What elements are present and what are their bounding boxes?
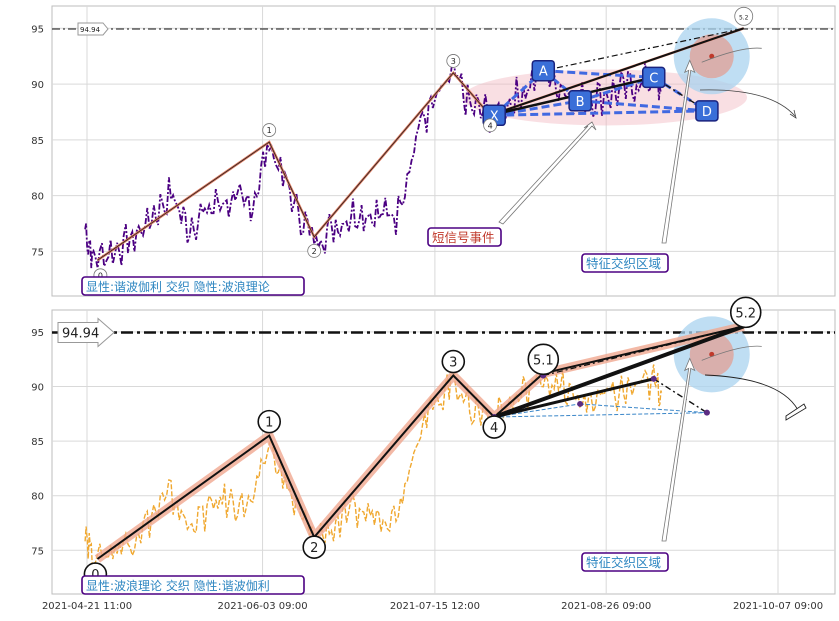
bottom-wave-label: 5.2 (735, 306, 756, 321)
top-wave-label: 4 (488, 121, 493, 130)
top-harmonic-label: C (649, 71, 658, 86)
bottom-wave-extension-line (543, 325, 744, 377)
top-wave-label-circle (483, 118, 498, 133)
top-harmonic-label: X (490, 109, 499, 124)
bottom-zone-curve (701, 345, 762, 361)
bottom-harmonic-point (703, 409, 710, 416)
top-annotation-box (427, 227, 502, 247)
top-wave-label: 0 (98, 271, 103, 280)
top-harmonic-label: B (576, 95, 585, 110)
top-y-tick-label: 85 (31, 136, 44, 147)
bottom-annotation-text: 特征交织区域 (586, 555, 661, 570)
top-legend-text: 显性:谐波伽利 交织 隐性:波浪理论 (86, 279, 270, 294)
bottom-wave-label: 5.1 (533, 353, 554, 368)
top-wave-label: 3 (451, 57, 456, 66)
top-harmonic-marker (695, 100, 719, 122)
bottom-y-tick-label: 80 (31, 492, 44, 503)
top-harmonic-label: D (702, 105, 712, 120)
top-outlook-curve (699, 89, 796, 117)
bottom-wave-label-circle (482, 415, 507, 439)
top-reference-tag (77, 22, 109, 36)
top-wave-label-circle (307, 243, 322, 258)
top-zone-curve (701, 47, 762, 63)
top-feature-zone-dot (709, 53, 715, 59)
top-harmonic-marker (641, 66, 666, 89)
top-wave-label-circle (446, 54, 461, 68)
bottom-wave-label-circle (527, 343, 560, 376)
top-signal-arrow (498, 121, 597, 225)
bottom-reference-tag (57, 317, 115, 348)
top-outlook-arrowhead (789, 109, 797, 119)
bottom-harmonic-leg (494, 412, 707, 418)
bottom-y-tick-label: 85 (31, 437, 44, 448)
bottom-harmonic-point (650, 375, 657, 382)
bottom-panel: 758085909594.94012345.15.2特征交织区域显性:波浪理论 … (31, 296, 836, 595)
top-wave-label: 2 (312, 247, 317, 256)
top-price-line (84, 53, 663, 269)
bottom-annotation-box (581, 552, 669, 572)
top-panel: 75 80 85 90 95 94.94 X A B C D 0 1 2 3 4 5.2 短信号事件特征交织区域显… (31, 5, 836, 297)
bottom-wave-label-circle (441, 349, 466, 374)
x-tick-label: 2021-10-07 09:00 (733, 601, 823, 612)
top-annotation-text: 特征交织区域 (586, 256, 661, 271)
bottom-feature-arrow (661, 357, 696, 542)
bottom-reference-label: 94.94 (62, 327, 99, 342)
bottom-legend-box (81, 575, 305, 595)
bottom-y-tick-label: 95 (31, 328, 44, 339)
bottom-c-d-projection-line (653, 378, 708, 414)
bottom-outlook-curve (704, 374, 799, 411)
bottom-wave-label: 3 (449, 356, 457, 371)
top-harmonic-marker (568, 90, 592, 112)
top-wave-label-circle (734, 6, 754, 26)
bottom-wave-label-circle (729, 296, 762, 329)
bottom-wave-4-5-line (493, 324, 745, 419)
top-y-tick-label: 75 (31, 247, 44, 258)
top-wave-extension-line (543, 27, 744, 72)
top-annotation-text: 短信号事件 (432, 230, 495, 245)
top-legend-box (81, 276, 305, 296)
top-feature-arrow (661, 59, 696, 244)
top-annotation-box (581, 253, 669, 273)
x-tick-label: 2021-06-03 09:00 (217, 601, 307, 612)
bottom-wave-4-c-line (493, 377, 655, 419)
top-harmonic-marker (531, 59, 556, 82)
bottom-y-tick-label: 90 (31, 382, 44, 393)
bottom-feature-zone-dot (709, 351, 715, 357)
x-tick-label: 2021-07-15 12:00 (390, 601, 480, 612)
top-y-tick-label: 90 (31, 80, 44, 91)
x-tick-label: 2021-08-26 09:00 (561, 601, 651, 612)
top-wave-label: 5.2 (739, 14, 749, 21)
top-harmonic-leg (543, 69, 654, 79)
top-y-tick-label: 80 (31, 192, 44, 203)
bottom-wave-label: 4 (490, 421, 498, 436)
bottom-y-tick-label: 75 (31, 546, 44, 557)
top-wave-4-5-line (489, 27, 745, 117)
bottom-harmonic-point (577, 400, 584, 407)
bottom-wave-label: 2 (310, 541, 318, 556)
top-harmonic-leg (579, 99, 708, 113)
top-harmonic-leg (493, 99, 581, 117)
top-wave-label: 1 (267, 126, 272, 135)
top-y-tick-label: 95 (31, 24, 44, 35)
top-harmonic-label: A (539, 65, 548, 80)
x-tick-label: 2021-04-21 11:00 (42, 601, 132, 612)
bottom-legend-text: 显性:波浪理论 交织 隐性:谐波伽利 (86, 578, 270, 593)
top-reference-label: 94.94 (80, 26, 101, 34)
bottom-wave-label: 1 (265, 416, 273, 431)
bottom-wave-label-circle (257, 409, 282, 434)
bottom-wave-label-circle (302, 535, 327, 560)
top-wave-label-circle (262, 123, 277, 137)
bottom-harmonic-leg (580, 403, 707, 414)
bottom-outlook-marker (785, 403, 807, 421)
